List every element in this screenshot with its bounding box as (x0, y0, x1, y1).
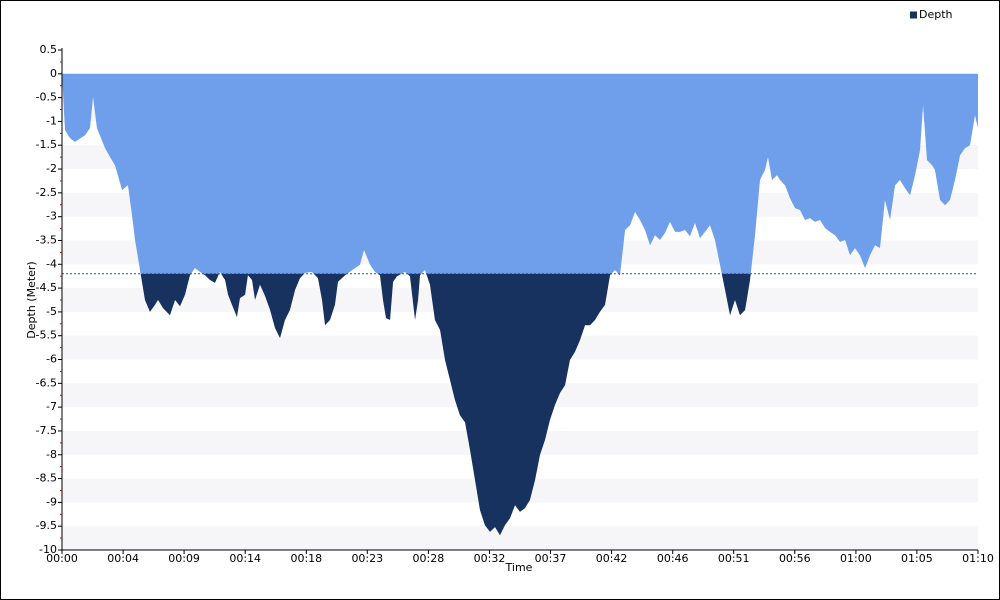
y-tick-label: -6 (46, 353, 57, 366)
x-tick-label: 00:09 (168, 552, 200, 565)
y-tick-label: -0.5 (36, 91, 57, 104)
y-tick-label: -5 (46, 305, 57, 318)
x-tick-label: 00:56 (779, 552, 811, 565)
y-tick-label: -10 (39, 543, 57, 556)
y-tick-label: -5.5 (36, 329, 57, 342)
y-tick-label: -3.5 (36, 233, 57, 246)
x-tick-label: 00:32 (474, 552, 506, 565)
x-tick-label: 00:37 (535, 552, 567, 565)
x-tick-label: 00:04 (107, 552, 139, 565)
x-tick-label: 01:00 (840, 552, 872, 565)
y-tick-label: -9.5 (36, 519, 57, 532)
legend-swatch (910, 11, 917, 19)
y-tick-label: -7.5 (36, 424, 57, 437)
x-tick-label: 00:23 (351, 552, 383, 565)
y-tick-label: -8 (46, 448, 57, 461)
x-tick-label: 00:18 (290, 552, 322, 565)
y-tick-label: -2 (46, 162, 57, 175)
x-axis-title: Time (505, 561, 533, 574)
y-tick-label: -8.5 (36, 472, 57, 485)
y-tick-label: -3 (46, 210, 57, 223)
depth-area-above (62, 73, 978, 274)
x-tick-label: 00:42 (596, 552, 628, 565)
x-tick-label: 01:05 (901, 552, 933, 565)
y-axis-title: Depth (Meter) (25, 261, 38, 338)
y-tick-label: -2.5 (36, 186, 57, 199)
y-tick-label: 0 (50, 67, 57, 80)
y-tick-label: -4 (46, 257, 57, 270)
x-tick-label: 00:51 (718, 552, 750, 565)
legend-label: Depth (919, 8, 953, 21)
x-tick-label: 01:10 (962, 552, 994, 565)
x-tick-label: 00:46 (657, 552, 689, 565)
y-tick-label: -7 (46, 400, 57, 413)
y-tick-label: -1 (46, 114, 57, 127)
x-tick-label: 00:28 (413, 552, 445, 565)
y-tick-label: -9 (46, 495, 57, 508)
x-tick-label: 00:14 (229, 552, 261, 565)
y-tick-label: 0.5 (40, 43, 58, 56)
x-tick-label: 00:00 (46, 552, 78, 565)
y-tick-label: -1.5 (36, 138, 57, 151)
grid-stripe (62, 526, 978, 550)
depth-area-below (140, 273, 751, 536)
y-tick-label: -4.5 (36, 281, 57, 294)
y-tick-label: -6.5 (36, 376, 57, 389)
